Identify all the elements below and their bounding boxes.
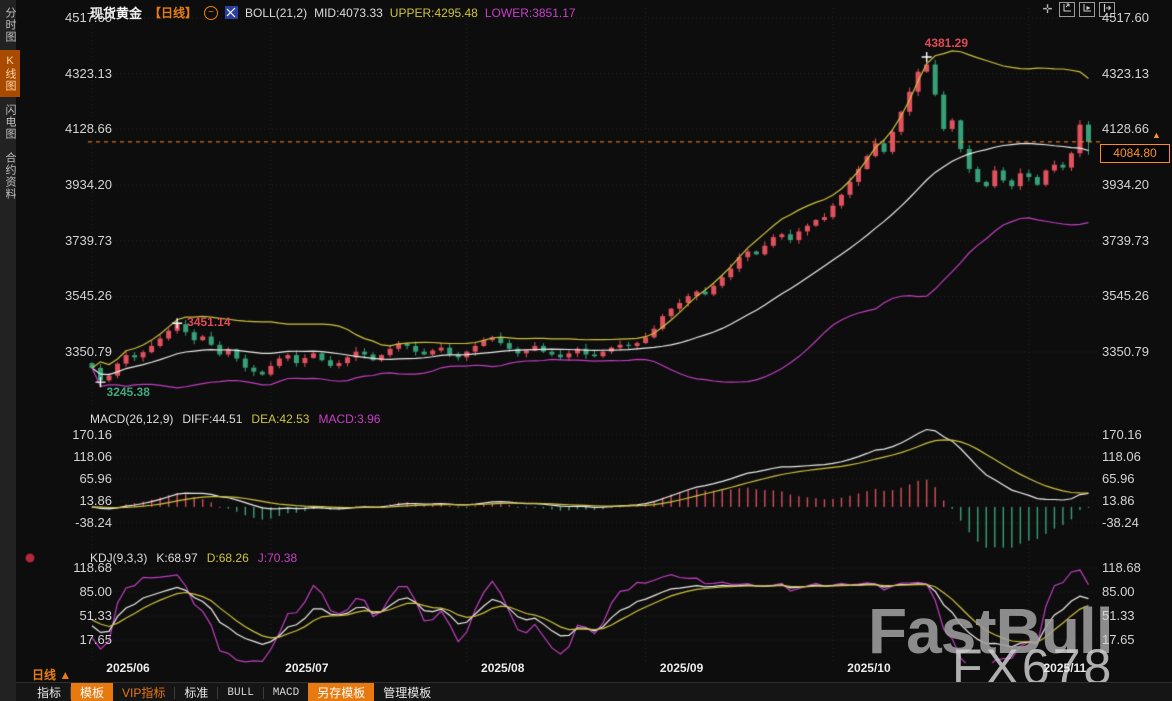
sidebar-item-lightning-chart[interactable]: 闪电图 [4,104,16,140]
indicator-settings-icon[interactable] [225,6,239,19]
top-toolbar-icons: ✛ [1040,2,1115,17]
playback-icon[interactable] [1079,2,1095,17]
toolbar-separator [174,686,176,699]
toolbar-item-save-template[interactable]: 另存模板 [308,683,375,701]
sidebar-item-time-chart[interactable]: 分时图 [4,7,16,43]
toolbar-separator [70,686,72,699]
left-sidebar: 分时图 K线图 闪电图 合约资料 [0,0,20,701]
bottom-toolbar: 指标 模板 VIP指标 标准 BULL MACD 另存模板 管理模板 [16,682,1172,701]
crosshair-icon[interactable]: ✛ [1042,2,1053,16]
step-forward-icon[interactable] [1099,2,1115,17]
toolbar-item-manage-template[interactable]: 管理模板 [383,686,432,700]
toolbar-item-vip-indicators[interactable]: VIP指标 [122,686,166,700]
toolbar-item-indicators[interactable]: 指标 [37,686,62,700]
toolbar-separator [217,686,219,699]
collapse-indicator-icon[interactable]: − [204,5,219,20]
sidebar-item-kline-chart[interactable]: K线图 [0,50,20,97]
axis-scale-icon[interactable] [1059,2,1075,17]
toolbar-separator [262,686,264,699]
toolbar-item-template[interactable]: 模板 [71,683,114,701]
toolbar-item-macd[interactable]: MACD [272,686,300,699]
sidebar-item-contract-info[interactable]: 合约资料 [4,152,16,200]
toolbar-item-bull[interactable]: BULL [227,686,254,699]
toolbar-item-standard[interactable]: 标准 [184,686,209,700]
